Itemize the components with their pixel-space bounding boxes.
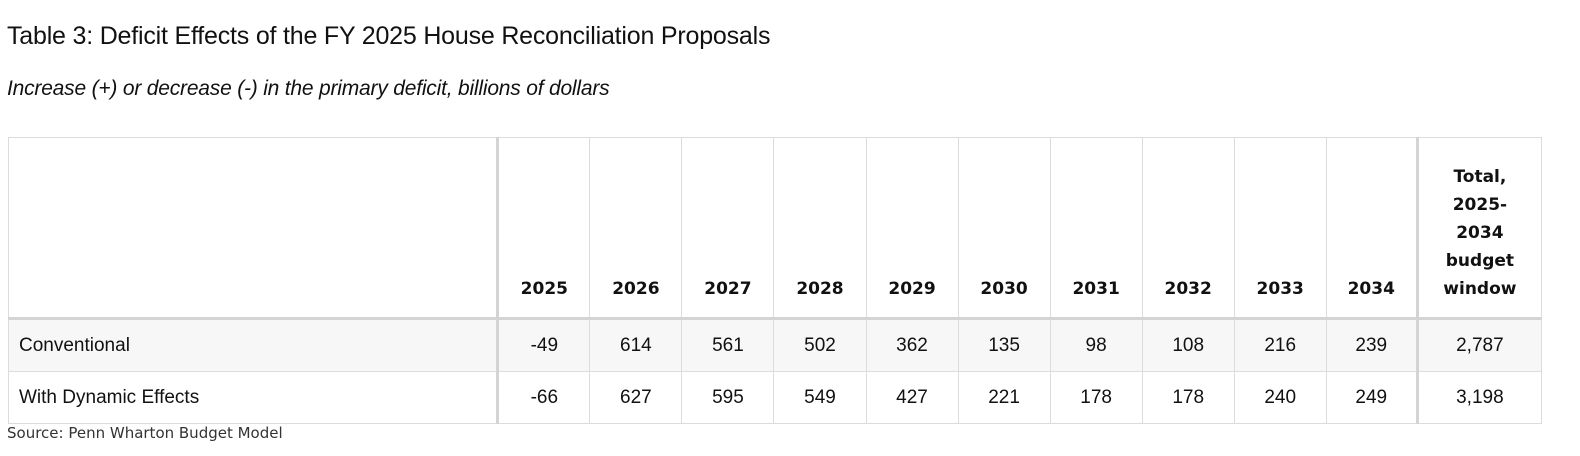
table-row: With Dynamic Effects -66 627 595 549 427… — [7, 371, 1543, 424]
header-total-line: 2034 — [1456, 223, 1504, 243]
table-subtitle: Increase (+) or decrease (-) in the prim… — [7, 77, 610, 100]
header-total-line: window — [1443, 279, 1517, 299]
header-total-line: budget — [1445, 251, 1515, 271]
row-label: With Dynamic Effects — [7, 371, 499, 424]
table-cell: -66 — [496, 371, 591, 424]
table-cell: 627 — [589, 371, 683, 424]
table-row: Conventional -49 614 561 502 362 135 98 … — [7, 318, 1543, 372]
table-cell: 98 — [1049, 318, 1143, 372]
table-cell: 249 — [1325, 371, 1418, 424]
header-year: 2026 — [589, 137, 683, 319]
header-year: 2029 — [865, 137, 959, 319]
table-cell: 549 — [773, 371, 867, 424]
table-cell: 614 — [589, 318, 683, 372]
table-cell: 362 — [865, 318, 959, 372]
header-year: 2032 — [1141, 137, 1235, 319]
table-cell: 240 — [1233, 371, 1327, 424]
table-cell: 427 — [865, 371, 959, 424]
table-cell: 502 — [773, 318, 867, 372]
table-cell: 561 — [681, 318, 775, 372]
header-year: 2028 — [773, 137, 867, 319]
header-year: 2027 — [681, 137, 775, 319]
header-year: 2030 — [957, 137, 1051, 319]
total-cell: 3,198 — [1415, 371, 1543, 424]
table-cell: 178 — [1141, 371, 1235, 424]
table-cell: 108 — [1141, 318, 1235, 372]
table-header-row: 2025 2026 2027 2028 2029 2030 2031 2032 … — [7, 137, 1543, 319]
header-total-line: Total, — [1453, 167, 1507, 187]
table-cell: 178 — [1049, 371, 1143, 424]
table-cell: 595 — [681, 371, 775, 424]
table-cell: 239 — [1325, 318, 1418, 372]
header-year: 2031 — [1049, 137, 1143, 319]
header-total: Total, 2025- 2034 budget window — [1415, 137, 1543, 319]
header-year: 2025 — [496, 137, 591, 319]
source-note: Source: Penn Wharton Budget Model — [7, 424, 283, 442]
table-cell: 216 — [1233, 318, 1327, 372]
header-year: 2034 — [1325, 137, 1418, 319]
deficit-effects-table: 2025 2026 2027 2028 2029 2030 2031 2032 … — [7, 137, 1543, 424]
table-cell: 135 — [957, 318, 1051, 372]
table-cell: 221 — [957, 371, 1051, 424]
row-label: Conventional — [7, 318, 499, 372]
header-total-line: 2025- — [1452, 195, 1508, 215]
table-title: Table 3: Deficit Effects of the FY 2025 … — [7, 22, 771, 50]
header-year: 2033 — [1233, 137, 1327, 319]
table-cell: -49 — [496, 318, 591, 372]
header-label-cell — [7, 137, 499, 319]
total-cell: 2,787 — [1415, 318, 1543, 372]
